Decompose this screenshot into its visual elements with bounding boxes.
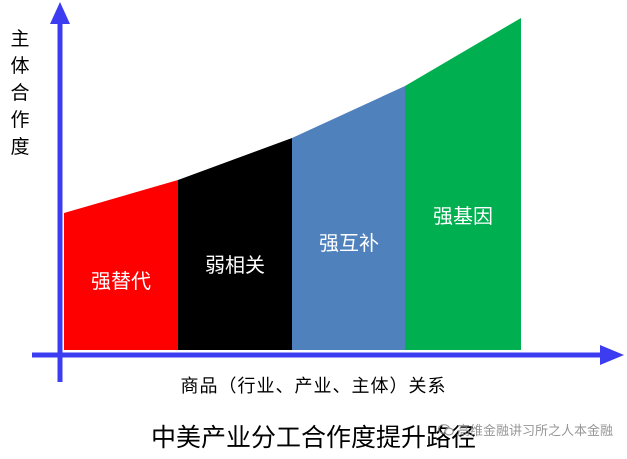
stage-label-weak-correlation: 弱相关 [205,253,265,277]
y-axis-label-char: 体 [10,55,30,77]
x-axis-arrowhead [600,345,624,365]
watermark-text: 高维金融讲习所之人本金融 [456,424,613,439]
y-axis-label-char: 合 [10,82,30,104]
stage-area-strong-complement [292,86,405,350]
watermark: 高维金融讲习所之人本金融 [437,420,613,439]
y-axis-label-char: 主 [10,28,30,50]
wechat-icon [437,424,454,436]
stage-area-strong-substitution [64,180,178,350]
stage-label-strong-gene: 强基因 [433,204,493,228]
diagram-caption: 中美产业分工合作度提升路径 [150,423,476,452]
stage-area-strong-gene [405,18,521,350]
y-axis-arrowhead [50,2,70,24]
x-axis-label: 商品（行业、产业、主体）关系 [180,376,447,397]
stage-area-weak-correlation [178,138,292,350]
y-axis-label: 主体合作度 [8,26,32,161]
y-axis-label-char: 度 [10,136,30,158]
stage-label-strong-substitution: 强替代 [91,269,151,293]
stage-label-strong-complement: 强互补 [319,231,379,255]
y-axis-label-char: 作 [10,109,30,131]
